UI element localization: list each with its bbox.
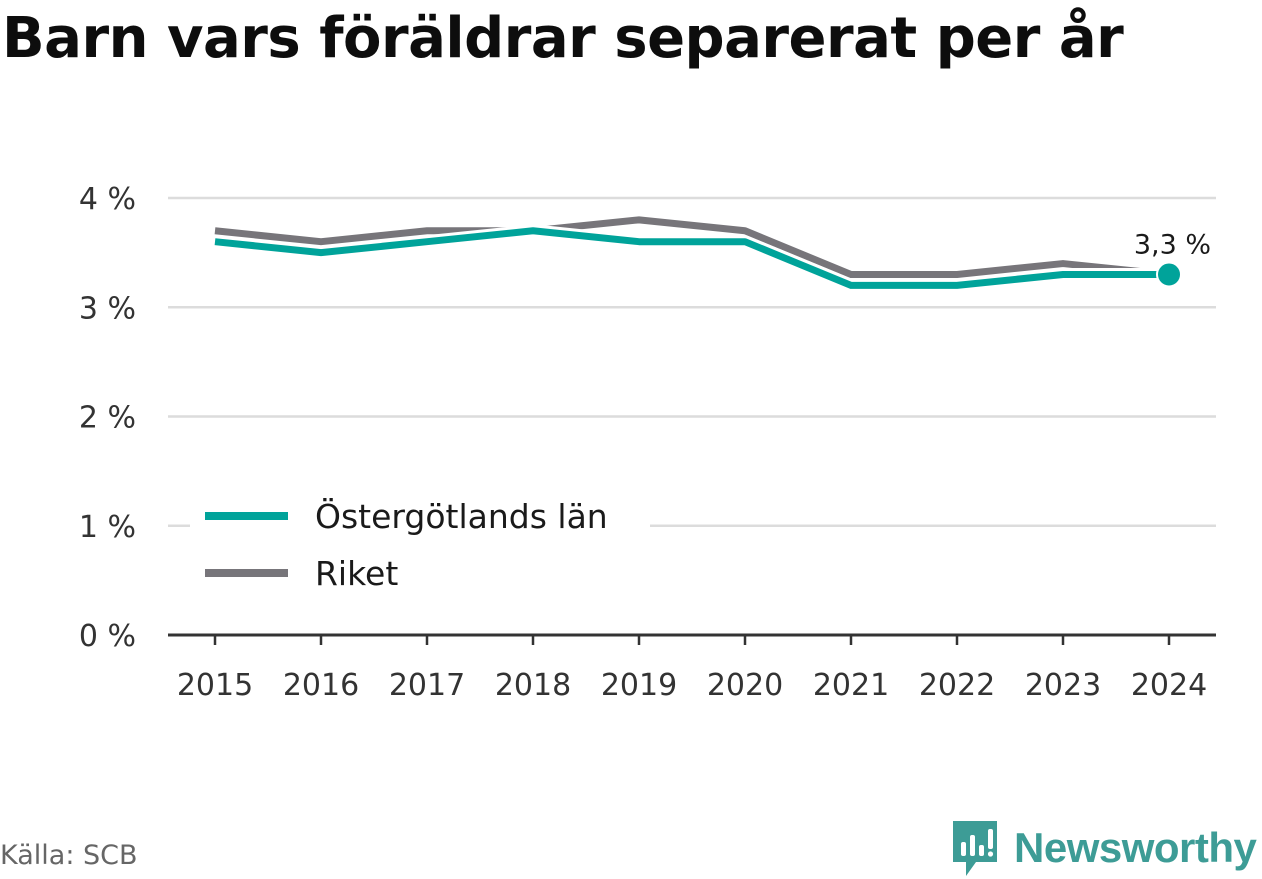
legend-label: Riket [315,554,398,593]
newsworthy-logo-icon [953,821,997,876]
series-lines [214,213,1170,292]
y-tick-label: 4 % [79,182,136,217]
source-note: Källa: SCB [0,840,138,871]
chart-title: Barn vars föräldrar separerat per år [2,6,1124,71]
x-tick-label: 2024 [1131,668,1207,703]
end-point-label: 3,3 % [1134,229,1211,260]
y-tick-label: 2 % [79,401,136,436]
x-tick-label: 2020 [707,668,783,703]
x-tick-label: 2018 [495,668,571,703]
x-tick-label: 2022 [919,668,995,703]
x-tick-label: 2016 [283,668,359,703]
brand: Newsworthy [950,818,1257,878]
x-axis: 2015 2016 2017 2018 2019 2020 2021 2022 2023 2024 [168,633,1216,703]
series-line-riket [214,216,1170,278]
end-point-marker [1156,261,1182,288]
y-tick-label: 3 % [79,291,136,326]
x-tick-label: 2019 [601,668,677,703]
x-tick-label: 2015 [177,668,253,703]
annotations: 3,3 % [1134,229,1211,288]
x-tick-label: 2017 [389,668,465,703]
y-tick-label: 1 % [79,510,136,545]
x-tick-label: 2023 [1025,668,1101,703]
y-axis-ticks: 0 % 1 % 2 % 3 % 4 % [79,182,136,654]
series-line-ostergotland [214,227,1169,289]
brand-name: Newsworthy [1014,824,1257,871]
y-tick-label: 0 % [79,619,136,654]
legend: Östergötlands län Riket [190,490,650,599]
legend-label: Östergötlands län [315,496,608,536]
x-tick-label: 2021 [813,668,889,703]
